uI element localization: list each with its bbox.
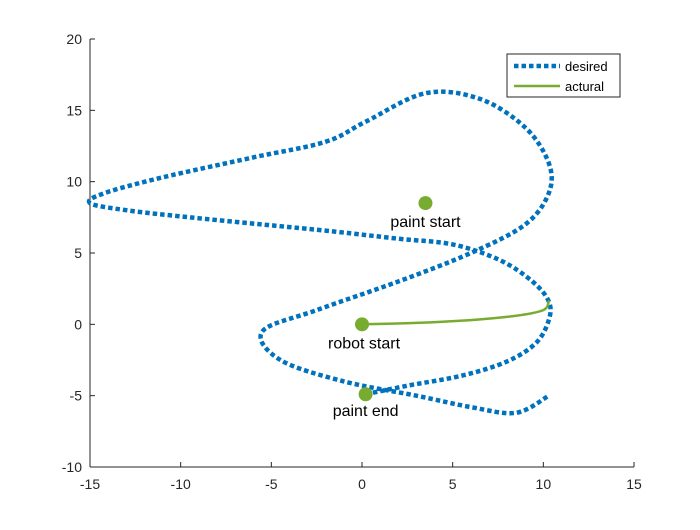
y-tick-label: 10	[66, 174, 82, 190]
y-tick-label: 0	[74, 316, 82, 332]
marker-label-paint-start: paint start	[390, 214, 461, 231]
marker-paint-end	[358, 387, 373, 402]
x-tick-label: -15	[80, 476, 100, 492]
series-line-actural	[360, 300, 551, 326]
series-layer	[86, 89, 554, 416]
legend-box	[506, 53, 621, 98]
y-tick-label: 5	[74, 245, 82, 261]
y-tick-label: -10	[62, 459, 82, 475]
marker-robot-start	[355, 317, 369, 332]
series-line-desired	[86, 89, 554, 416]
x-tick-label: -10	[171, 476, 191, 492]
legend: desired actural	[506, 53, 621, 98]
y-tick-label: 15	[66, 102, 82, 118]
legend-label-actural: actural	[565, 79, 604, 94]
x-tick-label: 5	[449, 476, 457, 492]
x-tick-label: 0	[358, 476, 366, 492]
legend-label-desired: desired	[565, 59, 608, 74]
y-tick-label: -5	[70, 388, 83, 404]
markers-layer: paint start robot start paint end	[328, 196, 461, 420]
x-tick-label: -5	[265, 476, 278, 492]
marker-label-paint-end: paint end	[333, 403, 399, 420]
x-tick-label: 10	[536, 476, 552, 492]
marker-paint-start	[418, 196, 433, 211]
y-tick-label: 20	[66, 31, 82, 47]
marker-label-robot-start: robot start	[328, 335, 401, 352]
x-tick-label: 15	[626, 476, 642, 492]
